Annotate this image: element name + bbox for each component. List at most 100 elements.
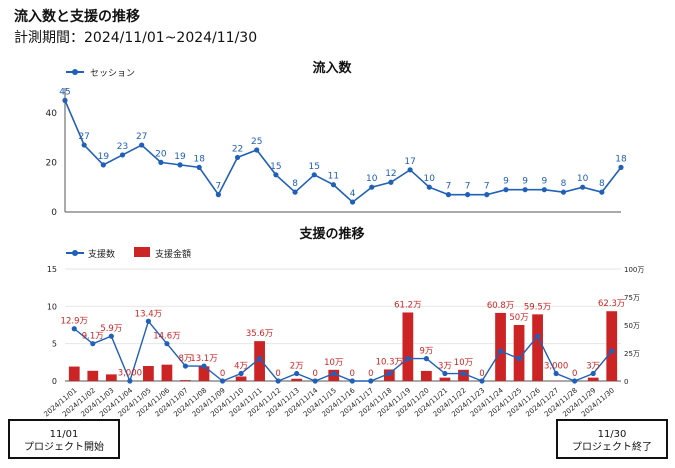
project-end-date: 11/30 <box>597 429 627 440</box>
chart1-session-point <box>407 167 413 173</box>
chart2-count-point <box>553 370 559 377</box>
chart2-amount-label: 5.9万 <box>100 324 122 334</box>
chart2-amount-label: 13.4万 <box>135 309 162 319</box>
chart2-count-point <box>349 378 355 384</box>
chart2-ytick-left: 5 <box>52 340 57 349</box>
chart2-count-point <box>257 356 263 362</box>
chart2-amount-label: 13.1万 <box>190 354 217 364</box>
chart1-session-point <box>503 187 509 193</box>
chart2-count-point <box>145 318 151 324</box>
chart2-count-point <box>442 370 448 377</box>
project-start-badge: 11/01 プロジェクト開始 <box>8 419 120 459</box>
chart2-amount-label: 3,000 <box>118 369 142 379</box>
chart2-title: 支援の推移 <box>298 226 364 242</box>
chart2-count-point <box>590 370 596 377</box>
chart1-data-label: 17 <box>404 157 415 167</box>
chart2-count-point <box>127 378 133 384</box>
chart2-amount-label: 12.9万 <box>61 317 88 327</box>
chart2-amount-bar <box>105 374 117 381</box>
chart1-data-label: 19 <box>174 152 186 162</box>
chart1-session-point <box>311 172 317 178</box>
chart1-data-label: 19 <box>98 152 110 162</box>
chart1-session-point <box>273 172 279 178</box>
chart2-amount-label: 8万 <box>179 354 193 364</box>
chart2-amount-label: 50万 <box>509 313 528 323</box>
chart2-amount-label: 14.6万 <box>153 332 180 342</box>
chart1-session-point <box>215 192 221 198</box>
chart2-amount-bar <box>495 312 506 381</box>
chart1-session-point <box>292 189 298 195</box>
chart2-legend-marker <box>72 250 78 256</box>
chart2-amount-bar <box>143 365 154 381</box>
chart1-data-label: 8 <box>292 179 298 189</box>
chart1-data-label: 27 <box>136 132 147 142</box>
chart1-data-label: 10 <box>424 174 436 184</box>
chart2-amount-label: 60.8万 <box>487 301 514 311</box>
chart2-amount-label: 2万 <box>290 362 304 372</box>
chart1-data-label: 9 <box>541 177 547 187</box>
chart1-session-point <box>254 147 260 153</box>
chart1-session-line <box>64 100 622 204</box>
chart2-count-point <box>71 326 77 332</box>
chart1-session-point <box>541 187 547 193</box>
chart1-data-label: 11 <box>328 172 339 182</box>
chart2-count-point <box>201 363 207 369</box>
chart2-count-point <box>238 370 244 377</box>
chart2-amount-bar <box>402 312 414 381</box>
chart2-ytick-right: 75万 <box>624 294 640 302</box>
chart2-amount-label: 62.3万 <box>598 299 625 309</box>
project-start-label: プロジェクト開始 <box>24 442 104 453</box>
chart2-amount-label: 3万 <box>438 362 452 372</box>
chart1-title: 流入数 <box>312 60 352 76</box>
chart2-count-point <box>182 363 189 369</box>
chart1-ytick-label: 20 <box>46 158 58 168</box>
page-title: 流入数と支援の推移 <box>14 9 140 25</box>
chart2-count-point <box>294 370 300 377</box>
chart2-count-point <box>497 348 504 354</box>
chart2-count-point <box>609 348 615 354</box>
chart2-count-point <box>423 356 429 362</box>
chart1-data-label: 23 <box>117 142 128 152</box>
project-end-badge: 11/30 プロジェクト終了 <box>556 419 668 459</box>
chart2-count-point <box>331 370 337 377</box>
chart1-data-label: 7 <box>446 182 452 192</box>
chart2-amount-label: 59.5万 <box>524 302 551 312</box>
chart2-legend-label-amount: 支援金額 <box>155 248 191 260</box>
chart1-data-label: 18 <box>615 154 627 164</box>
chart1-session-point <box>580 184 586 190</box>
chart1-data-label: 15 <box>270 162 281 172</box>
chart2-amount-bar <box>291 378 303 381</box>
chart2-count-point <box>386 370 392 377</box>
chart2-amount-label: 0 <box>350 369 355 379</box>
chart1-session-point <box>139 142 145 148</box>
project-end-label: プロジェクト終了 <box>572 442 652 453</box>
chart2-count-point <box>535 333 541 339</box>
chart2-count-point <box>164 341 170 347</box>
chart1-legend-label: セッション <box>90 68 135 79</box>
chart1-data-label: 7 <box>465 182 471 192</box>
chart1-data-label: 18 <box>193 154 205 164</box>
project-start-date: 11/01 <box>49 429 79 440</box>
chart2-amount-bar <box>180 380 191 381</box>
chart2-ytick-right: 0 <box>624 378 628 386</box>
chart1-session-point <box>330 182 337 188</box>
chart2-count-point <box>108 333 114 339</box>
chart1-session-point <box>81 142 87 148</box>
chart1-session-point <box>522 187 528 193</box>
chart2-amount-label: 10.3万 <box>376 357 403 367</box>
chart2-legend-swatch <box>134 247 150 257</box>
chart2-amount-label: 10万 <box>454 358 473 368</box>
chart2-amount-label: 0 <box>220 369 225 379</box>
measurement-period: 計測期間：2024/11/01~2024/11/30 <box>14 30 258 46</box>
chart2-amount-bar <box>235 376 247 381</box>
chart1-session-point <box>196 164 202 170</box>
chart1-data-label: 7 <box>216 182 222 192</box>
chart2-count-point <box>219 378 226 384</box>
chart2-amount-label: 3万 <box>586 362 600 372</box>
chart2-ytick-left: 0 <box>52 377 57 386</box>
chart2-amount-label: 0 <box>275 369 280 379</box>
chart1-data-label: 15 <box>309 162 320 172</box>
chart2-count-point <box>572 378 578 384</box>
chart1-data-label: 10 <box>577 174 589 184</box>
chart1-legend-marker <box>72 69 78 75</box>
